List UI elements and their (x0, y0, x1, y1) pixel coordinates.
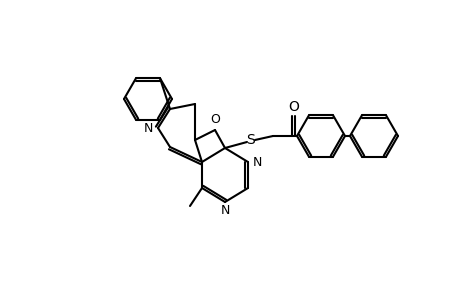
Text: S: S (246, 133, 255, 147)
Text: O: O (210, 113, 219, 126)
Text: O: O (288, 100, 299, 114)
Text: N: N (143, 122, 153, 134)
Text: N: N (220, 204, 229, 217)
Text: N: N (252, 155, 262, 169)
